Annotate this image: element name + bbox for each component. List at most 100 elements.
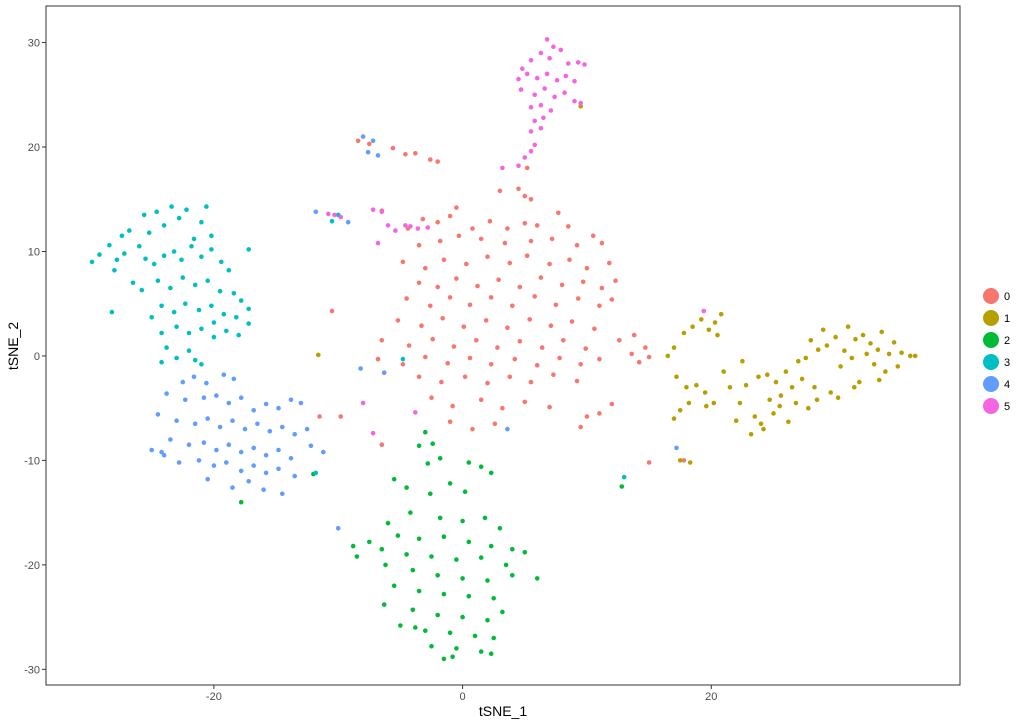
point-cluster-1 — [681, 330, 687, 336]
point-cluster-0 — [507, 260, 513, 266]
point-cluster-0 — [636, 359, 642, 365]
point-cluster-2 — [510, 573, 515, 578]
point-cluster-4 — [263, 452, 269, 458]
point-cluster-5 — [393, 228, 398, 233]
point-cluster-1 — [891, 340, 897, 345]
point-cluster-1 — [852, 385, 857, 390]
point-cluster-3 — [329, 218, 335, 224]
point-cluster-0 — [522, 399, 528, 405]
point-cluster-4 — [192, 421, 198, 427]
point-cluster-0 — [575, 296, 581, 301]
point-cluster-5 — [532, 142, 537, 148]
point-cluster-0 — [578, 424, 583, 430]
point-cluster-5 — [524, 71, 530, 77]
point-cluster-0 — [517, 339, 523, 344]
point-cluster-4 — [242, 426, 248, 432]
y-tick-label: -30 — [24, 664, 40, 676]
point-cluster-4 — [205, 476, 210, 482]
point-cluster-2 — [454, 557, 459, 562]
point-cluster-2 — [398, 623, 403, 628]
point-cluster-4 — [276, 405, 281, 411]
point-cluster-0 — [553, 302, 559, 308]
point-cluster-1 — [828, 390, 833, 395]
point-cluster-1 — [578, 104, 583, 109]
point-cluster-1 — [799, 376, 805, 382]
point-cluster-5 — [582, 62, 587, 67]
point-cluster-3 — [180, 275, 186, 280]
point-cluster-0 — [428, 303, 433, 309]
point-cluster-0 — [583, 346, 588, 351]
legend-key-0 — [983, 288, 999, 304]
point-cluster-3 — [246, 321, 251, 326]
point-cluster-4 — [276, 466, 281, 472]
point-cluster-0 — [597, 303, 602, 309]
point-cluster-1 — [743, 382, 749, 388]
point-cluster-3 — [221, 311, 227, 317]
point-cluster-5 — [370, 430, 376, 436]
point-cluster-0 — [487, 218, 493, 224]
point-cluster-1 — [674, 374, 679, 380]
point-cluster-1 — [702, 390, 708, 395]
point-cluster-2 — [485, 578, 490, 583]
point-cluster-1 — [694, 382, 699, 388]
point-cluster-0 — [528, 238, 534, 244]
point-cluster-2 — [385, 520, 391, 526]
point-cluster-0 — [538, 275, 544, 280]
point-cluster-2 — [485, 617, 490, 623]
point-cluster-0 — [430, 336, 436, 342]
point-cluster-0 — [441, 257, 447, 263]
point-cluster-3 — [109, 309, 115, 315]
point-cluster-3 — [154, 209, 159, 215]
point-cluster-2 — [491, 635, 497, 641]
point-cluster-0 — [329, 308, 335, 314]
point-cluster-4 — [280, 424, 285, 430]
point-cluster-4 — [155, 412, 161, 417]
point-cluster-4 — [211, 463, 217, 468]
point-cluster-5 — [575, 60, 581, 65]
point-cluster-2 — [381, 602, 387, 607]
point-cluster-0 — [646, 354, 652, 360]
point-cluster-3 — [209, 233, 214, 239]
point-cluster-1 — [767, 397, 772, 403]
point-cluster-4 — [238, 395, 244, 401]
point-cluster-0 — [569, 319, 575, 324]
point-cluster-0 — [681, 458, 687, 463]
point-cluster-2 — [425, 461, 431, 466]
point-cluster-3 — [161, 223, 167, 228]
point-cluster-4 — [230, 418, 235, 424]
point-cluster-4 — [226, 442, 232, 448]
point-cluster-2 — [460, 576, 465, 581]
point-cluster-4 — [161, 452, 167, 458]
point-cluster-5 — [542, 86, 547, 91]
point-cluster-2 — [391, 583, 397, 589]
point-cluster-0 — [613, 278, 618, 284]
point-cluster-2 — [383, 562, 388, 568]
point-cluster-1 — [715, 332, 720, 338]
point-cluster-0 — [580, 279, 586, 285]
point-cluster-0 — [551, 372, 556, 378]
point-cluster-4 — [263, 470, 269, 476]
point-cluster-4 — [335, 526, 341, 531]
point-cluster-1 — [853, 336, 858, 342]
legend-label-3: 3 — [1004, 357, 1010, 369]
point-cluster-0 — [470, 226, 475, 231]
point-cluster-5 — [578, 100, 583, 106]
point-cluster-3 — [171, 249, 177, 254]
point-cluster-0 — [416, 242, 422, 248]
point-cluster-1 — [737, 400, 743, 406]
point-cluster-1 — [761, 426, 766, 432]
point-cluster-3 — [137, 244, 142, 249]
point-cluster-0 — [599, 285, 605, 291]
point-cluster-2 — [497, 526, 503, 531]
point-cluster-2 — [488, 651, 494, 656]
point-cluster-3 — [176, 215, 182, 221]
point-cluster-0 — [416, 374, 422, 380]
point-cluster-0 — [467, 302, 473, 308]
point-cluster-3 — [199, 362, 204, 367]
point-cluster-1 — [677, 408, 683, 413]
point-cluster-3 — [168, 285, 173, 291]
point-cluster-5 — [522, 155, 528, 160]
point-cluster-5 — [548, 108, 554, 113]
point-cluster-1 — [765, 372, 770, 378]
point-cluster-0 — [475, 283, 480, 289]
